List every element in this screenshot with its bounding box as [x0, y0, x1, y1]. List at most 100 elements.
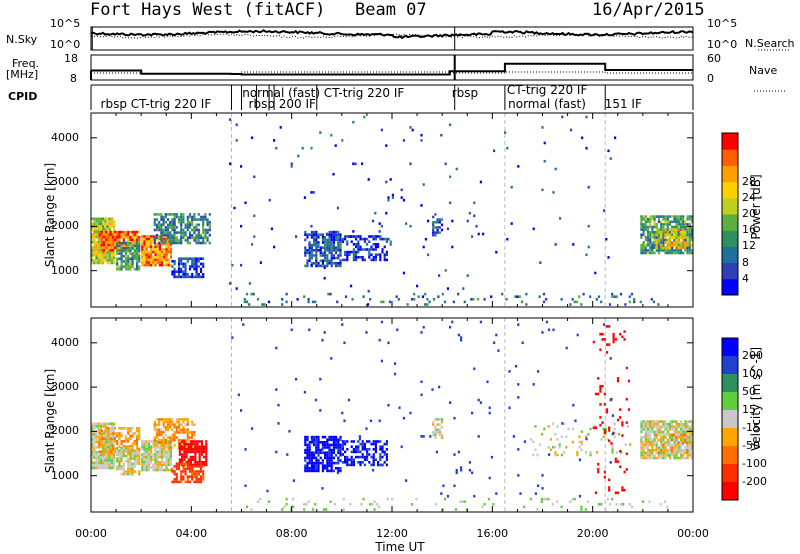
data-cell — [477, 232, 480, 236]
data-cell — [651, 428, 654, 431]
data-cell — [585, 435, 588, 439]
data-cell — [164, 226, 167, 229]
data-cell — [183, 453, 186, 456]
data-cell — [686, 246, 689, 250]
data-cell — [150, 458, 153, 461]
data-cell — [368, 256, 371, 259]
data-cell — [576, 451, 579, 454]
data-cell — [619, 416, 622, 419]
data-cell — [93, 461, 96, 465]
data-cell — [131, 236, 134, 239]
data-cell — [167, 468, 170, 472]
data-cell — [186, 423, 189, 426]
data-cell — [138, 230, 141, 234]
data-cell — [193, 231, 196, 234]
data-cell — [167, 455, 170, 459]
data-cell — [668, 422, 672, 426]
data-cell — [686, 420, 689, 423]
data-cell — [109, 238, 112, 242]
data-cell — [354, 162, 357, 166]
data-cell — [154, 458, 157, 461]
x-axis-label: Time UT — [375, 540, 425, 554]
data-cell — [202, 241, 205, 245]
data-cell — [107, 450, 110, 453]
data-cell — [372, 243, 375, 246]
data-cell — [315, 251, 318, 255]
data-cell — [177, 275, 181, 279]
data-cell — [330, 459, 333, 462]
data-cell — [155, 226, 159, 229]
data-cell — [565, 346, 568, 350]
data-cell — [332, 246, 335, 249]
data-cell — [138, 236, 141, 239]
data-cell — [256, 500, 260, 503]
data-cell — [655, 249, 658, 252]
data-cell — [135, 262, 139, 266]
data-cell — [116, 257, 119, 261]
data-cell — [332, 469, 335, 473]
data-cell — [359, 455, 362, 459]
data-cell — [162, 425, 165, 429]
data-cell — [420, 435, 423, 438]
data-cell — [106, 448, 109, 452]
data-cell — [91, 438, 94, 441]
data-cell — [374, 450, 377, 454]
data-cell — [671, 251, 674, 255]
data-cell — [171, 233, 174, 237]
data-cell — [200, 453, 203, 456]
data-cell — [189, 445, 192, 448]
data-cell — [657, 451, 660, 455]
data-cell — [644, 454, 647, 457]
data-cell — [102, 458, 105, 462]
data-cell — [361, 445, 364, 448]
data-cell — [690, 438, 694, 442]
data-cell — [150, 453, 153, 456]
data-cell — [649, 420, 652, 423]
data-cell — [199, 267, 203, 271]
data-cell — [409, 126, 412, 129]
data-cell — [99, 422, 102, 426]
data-cell — [642, 225, 645, 229]
data-cell — [346, 461, 349, 464]
data-cell — [183, 455, 186, 459]
data-cell — [95, 230, 98, 234]
data-cell — [118, 434, 121, 438]
data-cell — [167, 240, 170, 243]
data-cell — [131, 265, 134, 268]
data-cell — [688, 448, 691, 452]
data-cell — [479, 320, 482, 324]
data-cell — [679, 422, 683, 426]
data-cell — [108, 445, 111, 449]
data-cell — [473, 214, 476, 218]
data-cell — [381, 455, 384, 459]
data-cell — [438, 423, 441, 426]
data-cell — [118, 427, 121, 430]
data-cell — [99, 227, 102, 231]
data-cell — [653, 225, 656, 229]
data-cell — [549, 448, 552, 452]
data-cell — [350, 445, 353, 448]
data-cell — [657, 422, 661, 426]
data-cell — [93, 259, 96, 262]
data-cell — [657, 448, 661, 452]
data-cell — [129, 434, 132, 438]
data-cell — [662, 448, 665, 452]
data-cell — [323, 331, 326, 334]
data-cell — [164, 438, 167, 442]
data-cell — [292, 505, 295, 509]
data-cell — [173, 260, 176, 263]
data-cell — [679, 449, 682, 452]
data-cell — [690, 220, 694, 224]
data-cell — [325, 232, 328, 236]
data-cell — [352, 162, 355, 166]
data-cell — [108, 253, 111, 257]
data-cell — [143, 263, 146, 267]
data-cell — [397, 298, 400, 301]
data-cell — [363, 442, 366, 446]
data-cell — [580, 443, 583, 446]
data-cell — [532, 383, 535, 386]
data-cell — [184, 265, 187, 268]
data-cell — [649, 422, 652, 426]
data-cell — [204, 228, 207, 232]
scatter-region — [243, 292, 660, 306]
